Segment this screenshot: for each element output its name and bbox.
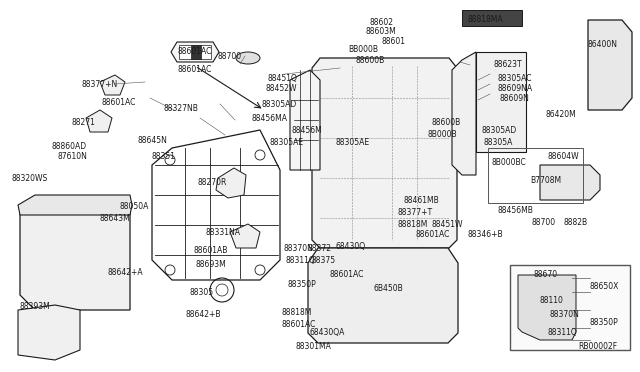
Polygon shape (452, 52, 476, 175)
Text: 88370N: 88370N (283, 244, 313, 253)
Text: 88670: 88670 (534, 270, 558, 279)
Polygon shape (216, 168, 246, 198)
Text: 88603M: 88603M (365, 27, 396, 36)
Text: 88642+B: 88642+B (186, 310, 221, 319)
Text: 88609N: 88609N (499, 94, 529, 103)
Text: 88461MB: 88461MB (404, 196, 440, 205)
Text: 88305: 88305 (190, 288, 214, 297)
Polygon shape (312, 58, 457, 248)
Polygon shape (540, 165, 600, 200)
Text: 88305AD: 88305AD (482, 126, 517, 135)
Text: 88818MA: 88818MA (468, 15, 504, 24)
Text: 88601AC: 88601AC (415, 230, 449, 239)
Polygon shape (588, 20, 632, 110)
Text: 88601AB: 88601AB (194, 246, 228, 255)
Bar (510, 265, 630, 350)
Text: 88601AC: 88601AC (178, 48, 212, 57)
Ellipse shape (236, 52, 260, 64)
Text: 88305A: 88305A (484, 138, 513, 147)
Text: 88601AC: 88601AC (102, 98, 136, 107)
Text: 88311Q: 88311Q (286, 256, 316, 265)
Text: 88818M: 88818M (398, 220, 428, 229)
Text: 8B000B: 8B000B (428, 130, 458, 139)
Text: 88451W: 88451W (432, 220, 463, 229)
Bar (462, 10, 522, 26)
Text: 88350P: 88350P (590, 318, 619, 327)
Text: 88643M: 88643M (100, 214, 131, 223)
Text: 88700: 88700 (532, 218, 556, 227)
Text: RB00002F: RB00002F (578, 342, 617, 351)
Text: 88452W: 88452W (266, 84, 298, 93)
Text: 88377+N: 88377+N (82, 80, 118, 89)
Text: 8B000BC: 8B000BC (492, 158, 527, 167)
Text: 87610N: 87610N (58, 152, 88, 161)
Text: 88370N: 88370N (550, 310, 580, 319)
Text: 88860AD: 88860AD (52, 142, 87, 151)
Text: 88604W: 88604W (548, 152, 580, 161)
Text: 88050A: 88050A (120, 202, 149, 211)
Text: 88609NA: 88609NA (497, 84, 532, 93)
Polygon shape (86, 110, 112, 132)
Polygon shape (18, 195, 132, 215)
Text: 88305AD: 88305AD (261, 100, 296, 109)
Bar (179, 45, 211, 59)
Text: 6B450B: 6B450B (374, 284, 404, 293)
Text: 88645N: 88645N (138, 136, 168, 145)
Polygon shape (230, 224, 260, 248)
Text: 88601AC: 88601AC (178, 65, 212, 74)
Text: 88600B: 88600B (432, 118, 461, 127)
Text: 88456MB: 88456MB (498, 206, 534, 215)
Text: 88818M: 88818M (282, 308, 312, 317)
Bar (191, 45, 201, 59)
Text: 88700: 88700 (218, 52, 242, 61)
Polygon shape (171, 42, 219, 62)
Text: 88456MA: 88456MA (252, 114, 288, 123)
Text: 88601: 88601 (382, 37, 406, 46)
Text: 88372: 88372 (308, 244, 332, 253)
Text: 88377+T: 88377+T (398, 208, 433, 217)
Text: 86400N: 86400N (588, 40, 618, 49)
Text: 88305AE: 88305AE (335, 138, 369, 147)
Polygon shape (308, 248, 458, 343)
Text: 88305AC: 88305AC (497, 74, 531, 83)
Polygon shape (290, 70, 320, 170)
Text: 88311Q: 88311Q (548, 328, 578, 337)
Text: 88110: 88110 (540, 296, 564, 305)
Text: 68430QA: 68430QA (310, 328, 346, 337)
Text: 88602: 88602 (370, 18, 394, 27)
Text: 88320WS: 88320WS (12, 174, 48, 183)
Polygon shape (518, 275, 576, 340)
Polygon shape (20, 212, 130, 310)
Polygon shape (100, 75, 125, 95)
Text: 88623T: 88623T (493, 60, 522, 69)
Text: 88601AC: 88601AC (282, 320, 316, 329)
Text: 88456M: 88456M (291, 126, 322, 135)
Text: 88301MA: 88301MA (296, 342, 332, 351)
Text: 88346+B: 88346+B (468, 230, 504, 239)
Text: 88601AC: 88601AC (330, 270, 364, 279)
Text: 88451Q: 88451Q (268, 74, 298, 83)
Text: 88375: 88375 (312, 256, 336, 265)
Text: 88393M: 88393M (20, 302, 51, 311)
Text: 88305AE: 88305AE (270, 138, 304, 147)
Text: 88270R: 88270R (198, 178, 227, 187)
Text: 88600B: 88600B (355, 56, 384, 65)
Text: BB000B: BB000B (348, 45, 378, 54)
Text: 88331NA: 88331NA (206, 228, 241, 237)
Polygon shape (18, 305, 80, 360)
Text: 86420M: 86420M (546, 110, 577, 119)
Text: 88693M: 88693M (196, 260, 227, 269)
Text: 68430Q: 68430Q (336, 242, 366, 251)
Text: B7708M: B7708M (530, 176, 561, 185)
Text: 8882B: 8882B (564, 218, 588, 227)
Text: 88271: 88271 (72, 118, 96, 127)
Text: 88350P: 88350P (288, 280, 317, 289)
Bar (476, 52, 526, 152)
Text: 88351: 88351 (152, 152, 176, 161)
Bar (488, 148, 583, 203)
Text: 88642+A: 88642+A (108, 268, 143, 277)
Text: 88650X: 88650X (590, 282, 620, 291)
Text: 88327NB: 88327NB (163, 104, 198, 113)
